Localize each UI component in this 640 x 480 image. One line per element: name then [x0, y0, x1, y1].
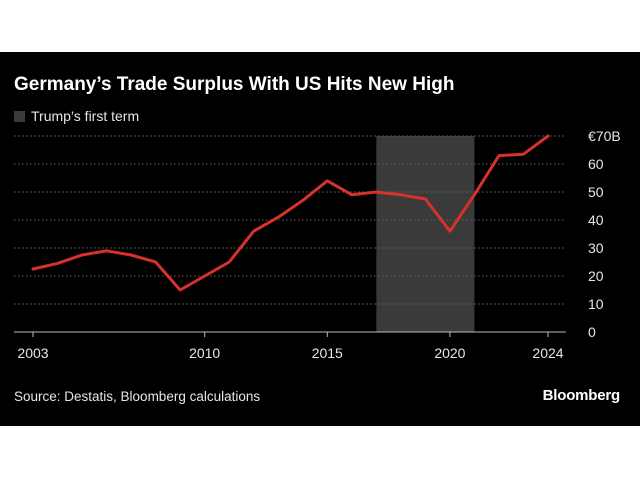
line-chart: 0 10 20 30 40 50 60 €70B 2003 2010 2015 2020 2024 — [14, 128, 621, 361]
legend-swatch — [14, 110, 25, 122]
y-tick-label: 60 — [588, 156, 604, 172]
legend-label: Trump’s first term — [31, 108, 140, 124]
source-note: Source: Destatis, Bloomberg calculations — [14, 389, 261, 404]
x-tick-label: 2020 — [434, 345, 465, 361]
x-tick-label: 2003 — [17, 345, 48, 361]
y-tick-label: €70B — [588, 128, 621, 144]
y-tick-label: 30 — [588, 240, 604, 256]
y-tick-label: 0 — [588, 324, 596, 340]
bloomberg-logo: Bloomberg — [542, 387, 621, 404]
series-line-trade-surplus — [31, 134, 550, 292]
x-tick-label: 2015 — [312, 345, 343, 361]
chart-panel: 0 10 20 30 40 50 60 €70B 2003 2010 2015 2020 2024 Ge… — [0, 52, 640, 426]
legend: Trump’s first term — [14, 108, 139, 124]
shaded-region-trump-term — [376, 136, 475, 332]
x-tick-label: 2024 — [532, 345, 563, 361]
y-tick-label: 40 — [588, 212, 604, 228]
chart-title: Germany’s Trade Surplus With US Hits New… — [14, 74, 455, 95]
x-tick-label: 2010 — [189, 345, 220, 361]
y-tick-label: 10 — [588, 296, 604, 312]
y-tick-label: 20 — [588, 268, 604, 284]
y-tick-label: 50 — [588, 184, 604, 200]
